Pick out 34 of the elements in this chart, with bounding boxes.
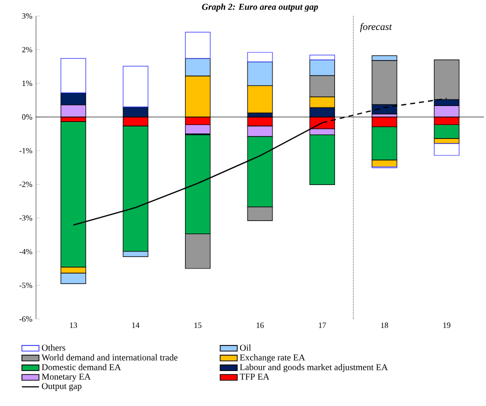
legend-label: World demand and international trade bbox=[42, 354, 178, 361]
legend-label: Monetary EA bbox=[42, 374, 91, 382]
legend-label: Oil bbox=[240, 344, 251, 351]
y-tick-label: -2% bbox=[19, 182, 32, 188]
y-tick-label: -5% bbox=[19, 282, 32, 288]
legend-label: Output gap bbox=[42, 383, 82, 391]
y-tick-label: -6% bbox=[19, 316, 32, 322]
legend-label: TFP EA bbox=[240, 374, 270, 380]
legend-label: Exchange rate EA bbox=[240, 354, 306, 362]
y-tick-label: 3% bbox=[22, 13, 32, 19]
x-tick-label: 19 bbox=[443, 322, 450, 328]
chart-title: Graph 2: Euro area output gap bbox=[202, 4, 318, 12]
x-tick-label: 16 bbox=[256, 322, 264, 328]
y-tick-label: -1% bbox=[19, 148, 32, 154]
y-tick-label: -3% bbox=[19, 215, 32, 221]
x-tick-label: 15 bbox=[194, 322, 202, 328]
x-tick-label: 13 bbox=[70, 322, 78, 328]
y-tick-label: 1% bbox=[22, 80, 32, 86]
bar bbox=[60, 58, 86, 94]
y-tick-label: -4% bbox=[19, 248, 32, 254]
bar bbox=[247, 52, 273, 62]
x-tick-label: 18 bbox=[381, 322, 388, 328]
bar bbox=[309, 54, 335, 60]
legend-label: Domestic demand EA bbox=[42, 364, 121, 370]
legend-label: Others bbox=[42, 344, 66, 351]
x-tick-label: 14 bbox=[132, 322, 140, 328]
y-tick-label: 0% bbox=[22, 114, 32, 120]
bar bbox=[185, 32, 211, 59]
ref-line-label: forecast bbox=[360, 22, 392, 32]
bar bbox=[434, 143, 460, 156]
y-tick-label: 2% bbox=[22, 46, 32, 52]
legend-label: Labour and goods market adjustment EA bbox=[240, 364, 388, 372]
x-tick-label: 17 bbox=[318, 322, 326, 328]
bar bbox=[122, 66, 148, 108]
